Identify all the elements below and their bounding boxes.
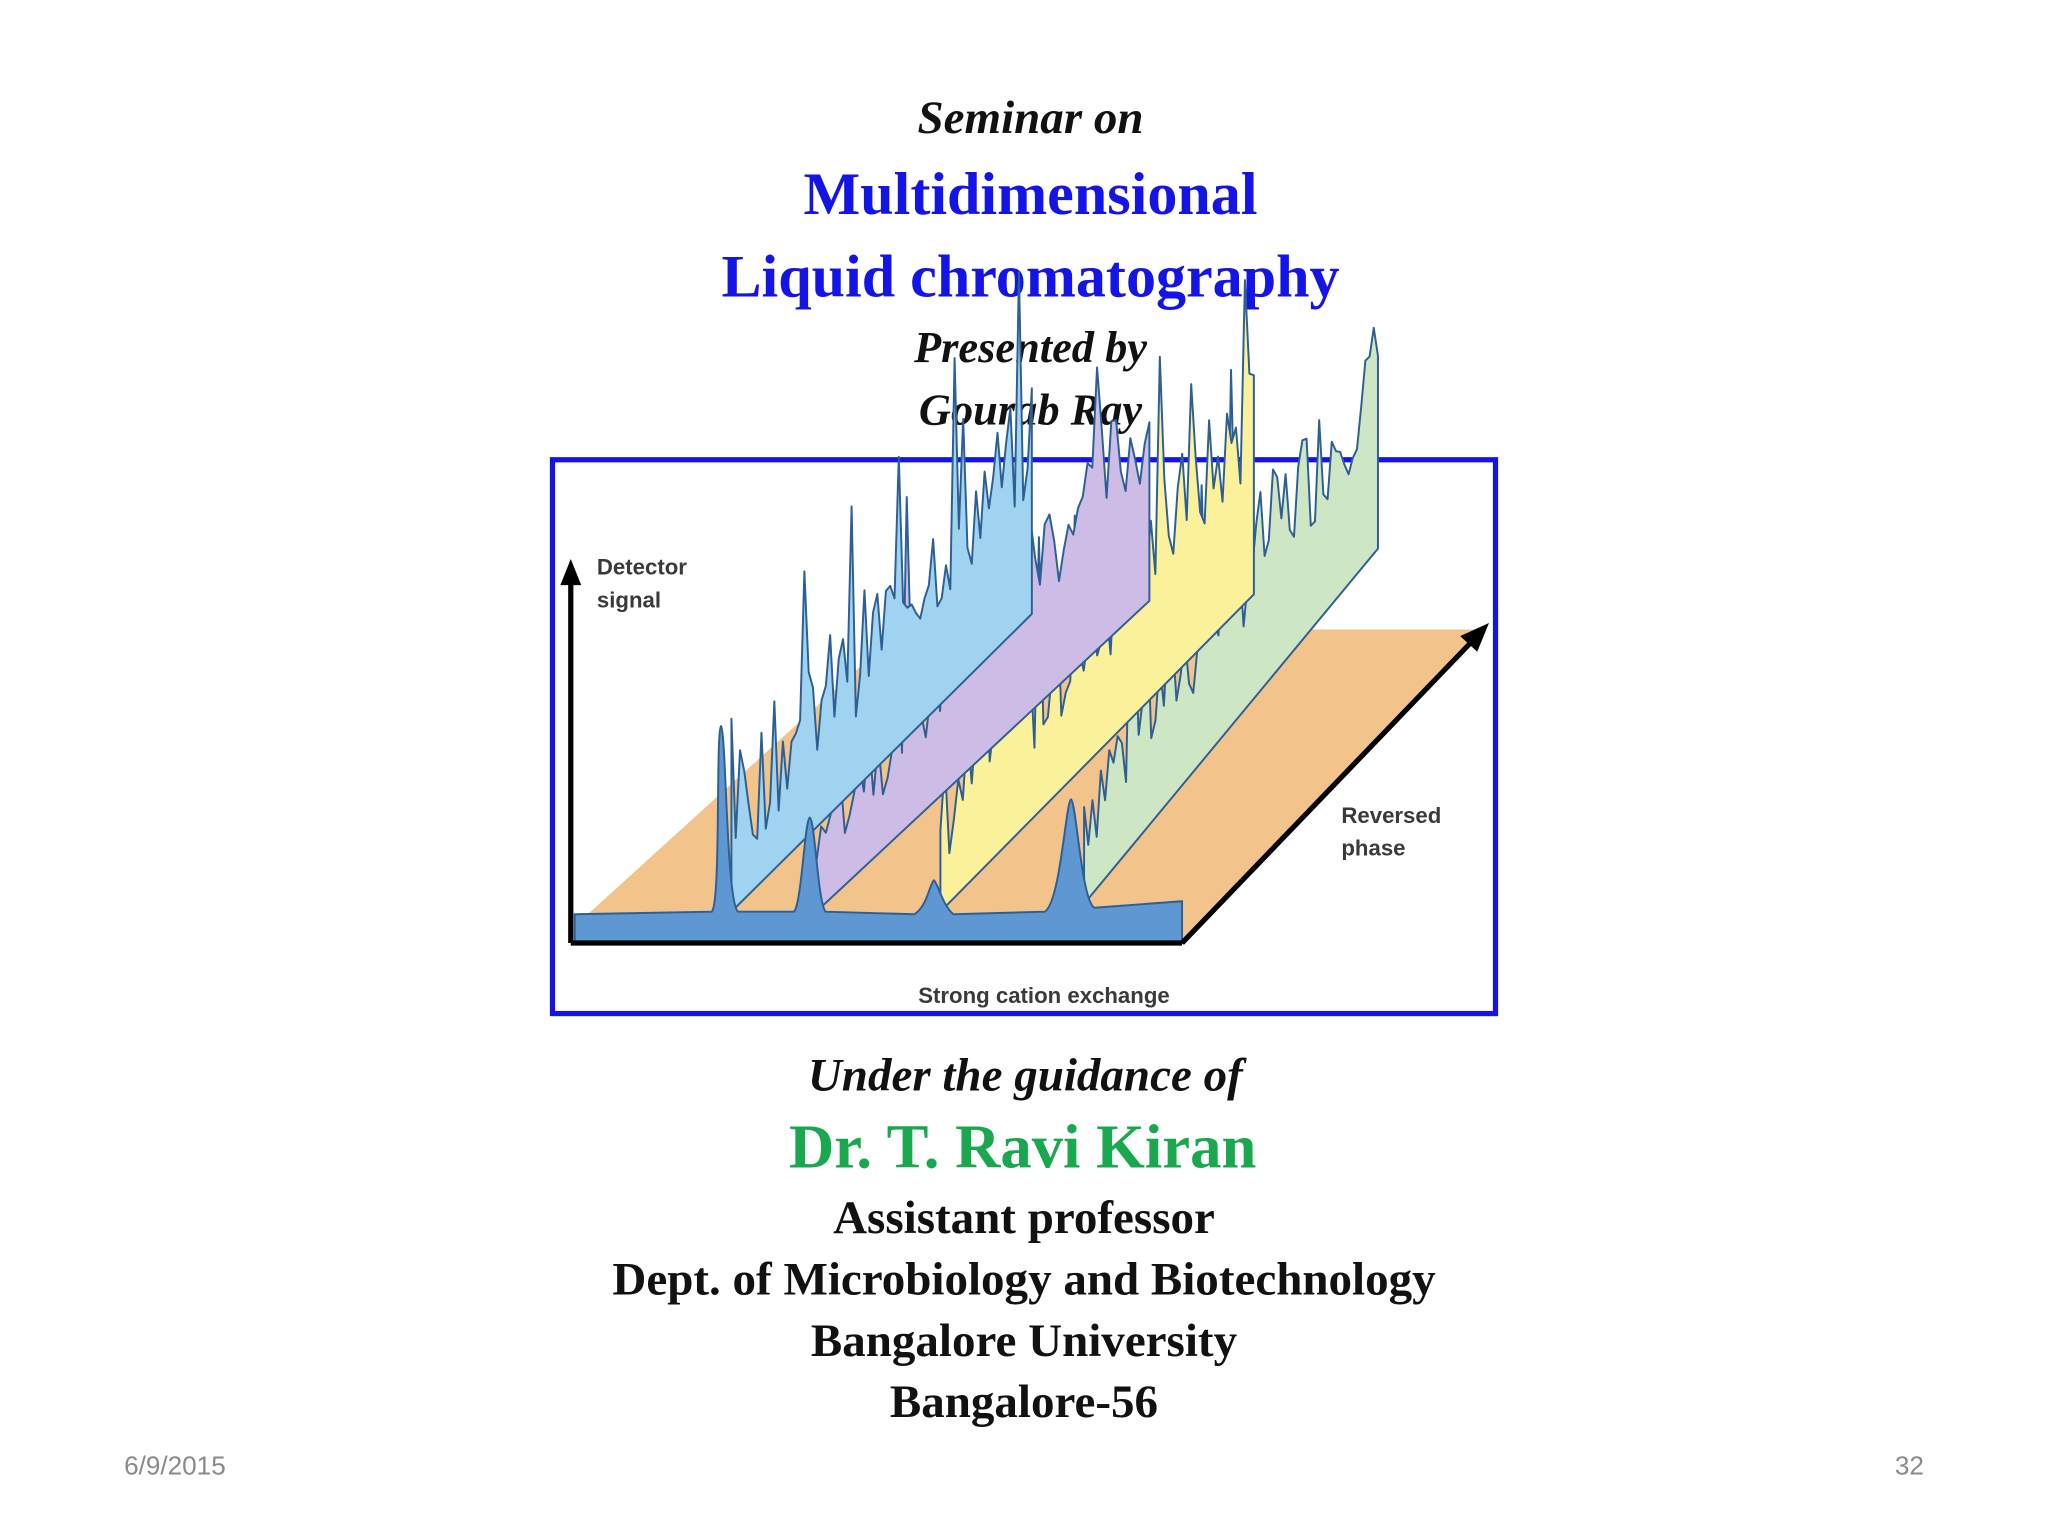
university: Bangalore University — [811, 1315, 1238, 1367]
depth-axis — [1180, 638, 1476, 945]
guide-name: Dr. T. Ravi Kiran — [789, 1112, 1256, 1182]
footer-date: 6/9/2015 — [124, 1451, 226, 1481]
panels — [730, 271, 1379, 913]
presented-by: Presented by — [913, 322, 1147, 372]
y-axis-label: Detector — [597, 555, 687, 580]
intro: Seminar on — [918, 92, 1144, 144]
title-line: Multidimensional — [804, 160, 1258, 227]
title-line: Liquid chromatography — [721, 242, 1339, 309]
figure: Detector signal Reversed phase Strong ca… — [549, 271, 1499, 1017]
x-axis-label: Strong cation exchange — [918, 983, 1170, 1008]
y-axis-label: signal — [597, 587, 661, 612]
depth-arrow — [1460, 623, 1489, 652]
depth-axis-label: phase — [1341, 836, 1405, 861]
chromatogram-plane — [730, 271, 1033, 913]
page-number: 32 — [1895, 1451, 1924, 1481]
front-trace — [573, 724, 1184, 944]
guidance-intro: Under the guidance of — [808, 1050, 1247, 1102]
depth-axis-label: Reversed — [1341, 803, 1441, 828]
city: Bangalore-56 — [890, 1376, 1158, 1428]
position: Assistant professor — [833, 1192, 1215, 1244]
y-arrow — [560, 559, 582, 586]
department: Dept. of Microbiology and Biotechnology — [612, 1253, 1436, 1305]
